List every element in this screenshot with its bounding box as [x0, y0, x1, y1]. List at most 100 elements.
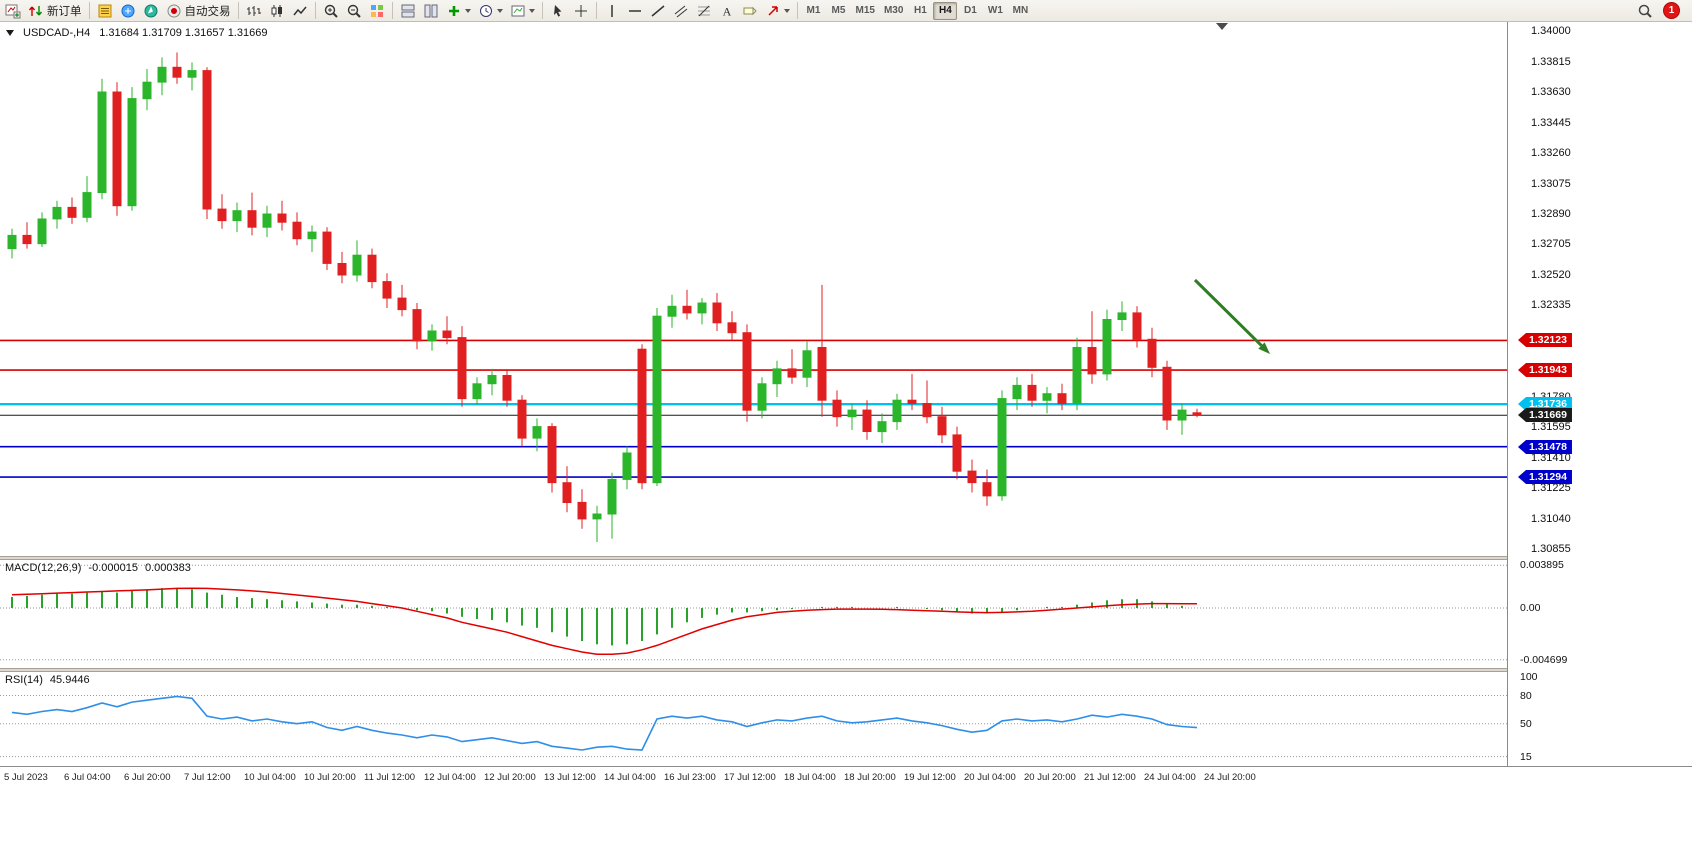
- hline-icon: [627, 3, 643, 19]
- rsi-axis-label: 50: [1520, 718, 1532, 730]
- zoom-in-button[interactable]: [320, 1, 342, 21]
- chart-shift-marker[interactable]: [1216, 23, 1228, 30]
- vline-icon: [604, 3, 620, 19]
- indicators-button[interactable]: [443, 1, 474, 21]
- price-axis-label: 1.33260: [1531, 147, 1571, 159]
- zoom-out-button[interactable]: [343, 1, 365, 21]
- time-axis-label[interactable]: 6 Jul 20:00: [124, 772, 171, 783]
- price-level-tag[interactable]: 1.31943: [1518, 363, 1572, 377]
- tile-horizontal-button[interactable]: [397, 1, 419, 21]
- trendline-icon: [650, 3, 666, 19]
- time-axis-label[interactable]: 6 Jul 04:00: [64, 772, 111, 783]
- rsi-label: RSI(14) 45.9446: [5, 674, 90, 686]
- text-button[interactable]: A: [716, 1, 738, 21]
- candle-chart-button[interactable]: [266, 1, 288, 21]
- autotrading-label: 自动交易: [184, 5, 231, 18]
- macd-axis-label: 0.00: [1520, 602, 1541, 614]
- time-axis-label[interactable]: 20 Jul 04:00: [964, 772, 1016, 783]
- time-axis-label[interactable]: 21 Jul 12:00: [1084, 772, 1136, 783]
- toolbar-separator: [391, 2, 393, 19]
- label-button[interactable]: [739, 1, 761, 21]
- timeframe-m30-button[interactable]: M30: [880, 2, 907, 20]
- notification-badge[interactable]: 1: [1663, 2, 1680, 19]
- time-axis-label[interactable]: 10 Jul 20:00: [304, 772, 356, 783]
- time-axis-label[interactable]: 7 Jul 12:00: [184, 772, 231, 783]
- data-window-button[interactable]: [117, 1, 139, 21]
- timeframe-d1-button[interactable]: D1: [958, 2, 982, 20]
- main-price-chart[interactable]: [0, 22, 1507, 556]
- panel-splitter[interactable]: [0, 668, 1692, 672]
- timeframe-m15-button[interactable]: M15: [852, 2, 879, 20]
- rsi-indicator-chart[interactable]: [0, 672, 1507, 766]
- macd-label: MACD(12,26,9) -0.000015 0.000383: [5, 562, 191, 574]
- navigator-button[interactable]: [140, 1, 162, 21]
- annotation-arrow[interactable]: [1193, 278, 1270, 354]
- periods-button[interactable]: [475, 1, 506, 21]
- arrows-button[interactable]: [762, 1, 793, 21]
- price-level-tag[interactable]: 1.31478: [1518, 440, 1572, 454]
- toolbar-separator: [237, 2, 239, 19]
- line-chart-icon: [292, 3, 308, 19]
- horizontal-level-lines[interactable]: [0, 339, 1507, 478]
- time-axis-label[interactable]: 20 Jul 20:00: [1024, 772, 1076, 783]
- time-axis-label[interactable]: 14 Jul 04:00: [604, 772, 656, 783]
- fibonacci-button[interactable]: [693, 1, 715, 21]
- rsi-line: [11, 695, 1198, 751]
- navigator-icon: [143, 3, 159, 19]
- crosshair-button[interactable]: [570, 1, 592, 21]
- vline-button[interactable]: [601, 1, 623, 21]
- macd-signal-line: [11, 587, 1198, 655]
- bar-chart-button[interactable]: [243, 1, 265, 21]
- time-axis-label[interactable]: 10 Jul 04:00: [244, 772, 296, 783]
- price-axis-label: 1.31410: [1531, 452, 1571, 464]
- chart-symbol-period: USDCAD-,H4: [23, 27, 91, 39]
- time-axis-label[interactable]: 5 Jul 2023: [4, 772, 48, 783]
- new-chart-button[interactable]: [2, 1, 24, 21]
- new-order-button[interactable]: 新订单: [25, 1, 85, 21]
- time-axis-label[interactable]: 19 Jul 12:00: [904, 772, 956, 783]
- time-axis-label[interactable]: 13 Jul 12:00: [544, 772, 596, 783]
- timeframe-m1-button[interactable]: M1: [802, 2, 826, 20]
- price-level-tag[interactable]: 1.32123: [1518, 333, 1572, 347]
- timeframe-h4-button[interactable]: H4: [933, 1, 958, 20]
- market-watch-button[interactable]: [94, 1, 116, 21]
- channel-button[interactable]: [670, 1, 692, 21]
- macd-indicator-chart[interactable]: [0, 560, 1507, 668]
- hline-button[interactable]: [624, 1, 646, 21]
- time-axis-label[interactable]: 12 Jul 20:00: [484, 772, 536, 783]
- timeframe-m5-button[interactable]: M5: [827, 2, 851, 20]
- time-axis-label[interactable]: 24 Jul 04:00: [1144, 772, 1196, 783]
- price-axis-label: 1.32890: [1531, 208, 1571, 220]
- rsi-panel: RSI(14) 45.9446: [0, 672, 1507, 766]
- time-axis-label[interactable]: 12 Jul 04:00: [424, 772, 476, 783]
- time-axis-label[interactable]: 17 Jul 12:00: [724, 772, 776, 783]
- trendline-button[interactable]: [647, 1, 669, 21]
- time-axis-label[interactable]: 16 Jul 23:00: [664, 772, 716, 783]
- bar-chart-icon: [246, 3, 262, 19]
- time-axis-label[interactable]: 11 Jul 12:00: [364, 772, 416, 783]
- rsi-title: RSI(14): [5, 674, 43, 686]
- price-axis[interactable]: 1.34000 1.33815 1.33630 1.33445 1.33260 1.330…: [1507, 22, 1692, 766]
- line-chart-button[interactable]: [289, 1, 311, 21]
- price-level-tag[interactable]: 1.31294: [1518, 470, 1572, 484]
- cursor-icon: [550, 3, 566, 19]
- tile-vertical-button[interactable]: [420, 1, 442, 21]
- autotrading-button[interactable]: 自动交易: [163, 1, 234, 21]
- search-button[interactable]: [1634, 1, 1656, 21]
- price-level-tag[interactable]: 1.31669: [1518, 408, 1572, 422]
- price-level-tag[interactable]: 1.31736: [1518, 397, 1572, 411]
- time-axis-label[interactable]: 18 Jul 04:00: [784, 772, 836, 783]
- rsi-value: 45.9446: [49, 674, 90, 686]
- time-axis-label[interactable]: 18 Jul 20:00: [844, 772, 896, 783]
- timeframe-w1-button[interactable]: W1: [983, 2, 1007, 20]
- panel-splitter[interactable]: [0, 556, 1692, 560]
- time-axis-label[interactable]: 24 Jul 20:00: [1204, 772, 1256, 783]
- timeframe-h1-button[interactable]: H1: [908, 2, 932, 20]
- timeframe-mn-button[interactable]: MN: [1008, 2, 1032, 20]
- tile-windows-button[interactable]: [366, 1, 388, 21]
- templates-button[interactable]: [507, 1, 538, 21]
- rsi-axis-label: 100: [1520, 671, 1538, 683]
- one-click-trading-toggle[interactable]: [6, 30, 14, 36]
- cursor-button[interactable]: [547, 1, 569, 21]
- time-axis[interactable]: 5 Jul 2023 6 Jul 04:00 6 Jul 20:00 7 Jul 12…: [0, 766, 1692, 793]
